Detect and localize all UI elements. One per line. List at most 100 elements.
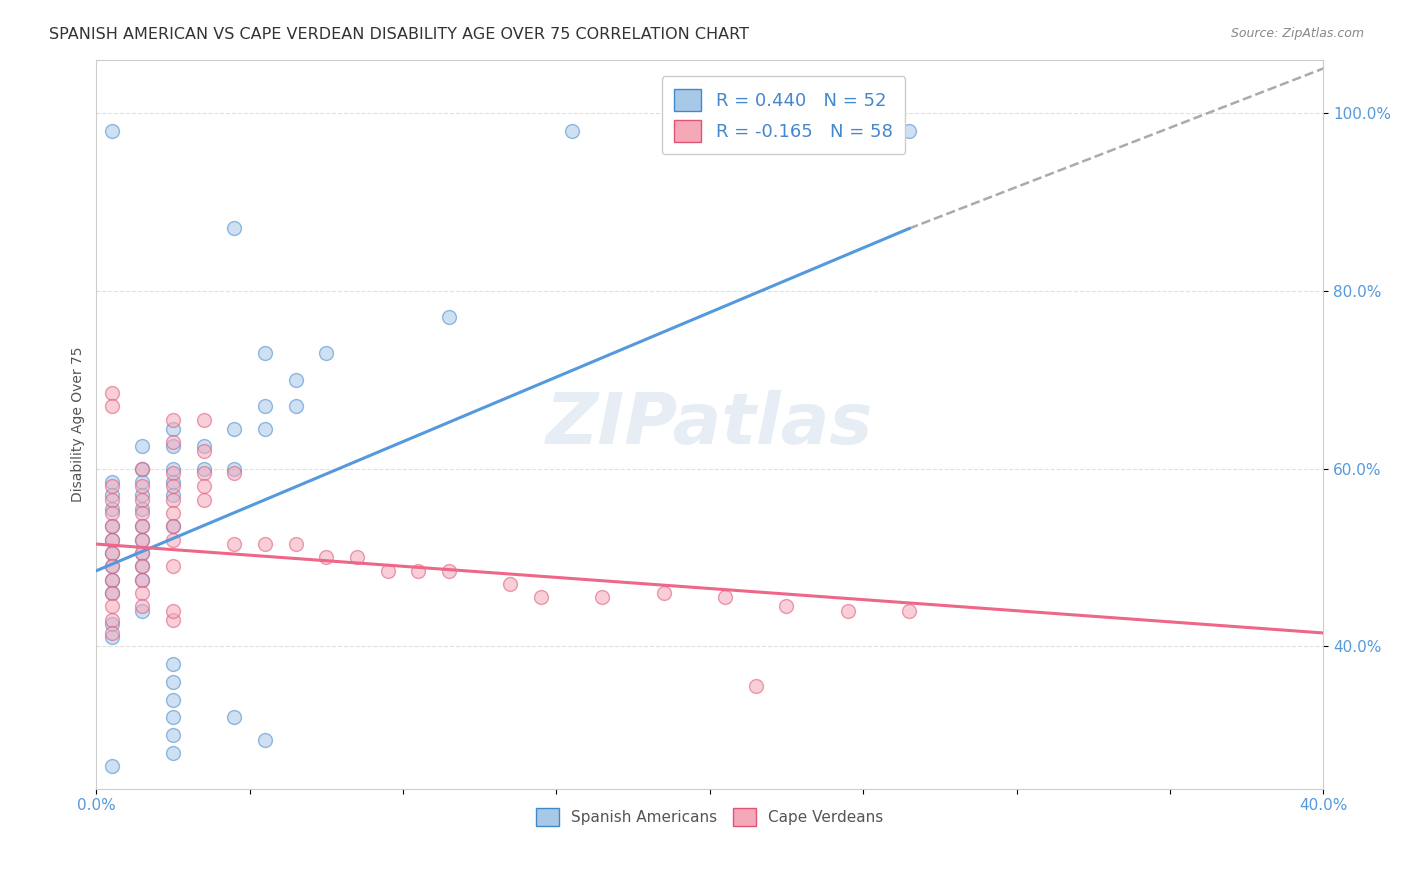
Point — [224, 461, 246, 475]
Point — [224, 466, 246, 480]
Point — [100, 559, 122, 574]
Point — [652, 586, 675, 600]
Point — [162, 728, 184, 742]
Point — [100, 519, 122, 533]
Point — [131, 559, 153, 574]
Point — [131, 519, 153, 533]
Point — [131, 546, 153, 560]
Point — [591, 591, 613, 605]
Point — [100, 492, 122, 507]
Point — [131, 439, 153, 453]
Point — [100, 573, 122, 587]
Point — [162, 466, 184, 480]
Point — [100, 533, 122, 547]
Point — [530, 591, 553, 605]
Point — [100, 386, 122, 401]
Point — [162, 674, 184, 689]
Point — [224, 537, 246, 551]
Point — [193, 439, 215, 453]
Point — [224, 221, 246, 235]
Point — [162, 613, 184, 627]
Point — [131, 533, 153, 547]
Point — [131, 533, 153, 547]
Point — [162, 519, 184, 533]
Point — [131, 479, 153, 493]
Point — [131, 586, 153, 600]
Point — [162, 412, 184, 426]
Point — [254, 732, 277, 747]
Point — [131, 501, 153, 516]
Y-axis label: Disability Age Over 75: Disability Age Over 75 — [72, 346, 86, 502]
Point — [100, 546, 122, 560]
Point — [898, 604, 921, 618]
Point — [100, 124, 122, 138]
Point — [254, 537, 277, 551]
Point — [162, 657, 184, 671]
Point — [162, 746, 184, 760]
Point — [131, 559, 153, 574]
Point — [131, 492, 153, 507]
Point — [131, 519, 153, 533]
Point — [561, 124, 583, 138]
Point — [745, 679, 768, 693]
Point — [100, 533, 122, 547]
Point — [284, 399, 307, 413]
Point — [131, 604, 153, 618]
Point — [162, 492, 184, 507]
Text: SPANISH AMERICAN VS CAPE VERDEAN DISABILITY AGE OVER 75 CORRELATION CHART: SPANISH AMERICAN VS CAPE VERDEAN DISABIL… — [49, 27, 749, 42]
Point — [100, 475, 122, 489]
Point — [100, 613, 122, 627]
Point — [100, 759, 122, 773]
Point — [254, 399, 277, 413]
Point — [162, 559, 184, 574]
Point — [100, 573, 122, 587]
Point — [162, 488, 184, 502]
Point — [193, 492, 215, 507]
Point — [499, 577, 522, 591]
Point — [100, 519, 122, 533]
Point — [193, 443, 215, 458]
Point — [131, 461, 153, 475]
Point — [437, 310, 460, 325]
Point — [100, 559, 122, 574]
Point — [131, 461, 153, 475]
Point — [193, 479, 215, 493]
Point — [100, 626, 122, 640]
Point — [162, 506, 184, 520]
Point — [162, 421, 184, 435]
Point — [162, 533, 184, 547]
Legend: Spanish Americans, Cape Verdeans: Spanish Americans, Cape Verdeans — [527, 798, 893, 836]
Point — [131, 488, 153, 502]
Point — [100, 399, 122, 413]
Point — [315, 550, 337, 565]
Text: Source: ZipAtlas.com: Source: ZipAtlas.com — [1230, 27, 1364, 40]
Point — [437, 564, 460, 578]
Point — [100, 546, 122, 560]
Point — [162, 692, 184, 706]
Point — [131, 573, 153, 587]
Point — [193, 461, 215, 475]
Point — [714, 591, 737, 605]
Point — [837, 604, 859, 618]
Point — [193, 466, 215, 480]
Point — [131, 546, 153, 560]
Point — [224, 710, 246, 724]
Point — [162, 604, 184, 618]
Point — [162, 479, 184, 493]
Point — [346, 550, 368, 565]
Point — [775, 599, 797, 614]
Point — [131, 599, 153, 614]
Point — [162, 519, 184, 533]
Point — [377, 564, 399, 578]
Point — [131, 475, 153, 489]
Point — [162, 461, 184, 475]
Text: ZIPatlas: ZIPatlas — [546, 390, 873, 458]
Point — [284, 537, 307, 551]
Point — [100, 599, 122, 614]
Point — [254, 421, 277, 435]
Point — [408, 564, 430, 578]
Point — [284, 373, 307, 387]
Point — [100, 617, 122, 632]
Point — [224, 421, 246, 435]
Point — [162, 434, 184, 449]
